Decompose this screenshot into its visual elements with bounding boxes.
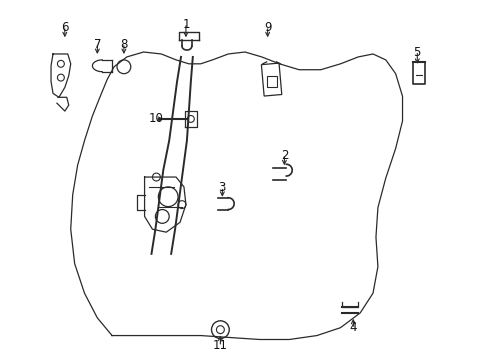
Text: 2: 2 <box>281 149 288 162</box>
Text: 7: 7 <box>94 38 101 51</box>
Text: 8: 8 <box>120 38 127 51</box>
Text: 4: 4 <box>349 321 357 334</box>
Bar <box>261 63 282 96</box>
Text: 9: 9 <box>264 21 271 34</box>
Text: 1: 1 <box>182 18 190 31</box>
Text: 6: 6 <box>61 21 69 34</box>
Text: 3: 3 <box>219 181 226 194</box>
Text: 10: 10 <box>149 112 164 125</box>
Text: 11: 11 <box>213 339 228 352</box>
Bar <box>267 76 276 87</box>
Text: 5: 5 <box>414 45 421 59</box>
